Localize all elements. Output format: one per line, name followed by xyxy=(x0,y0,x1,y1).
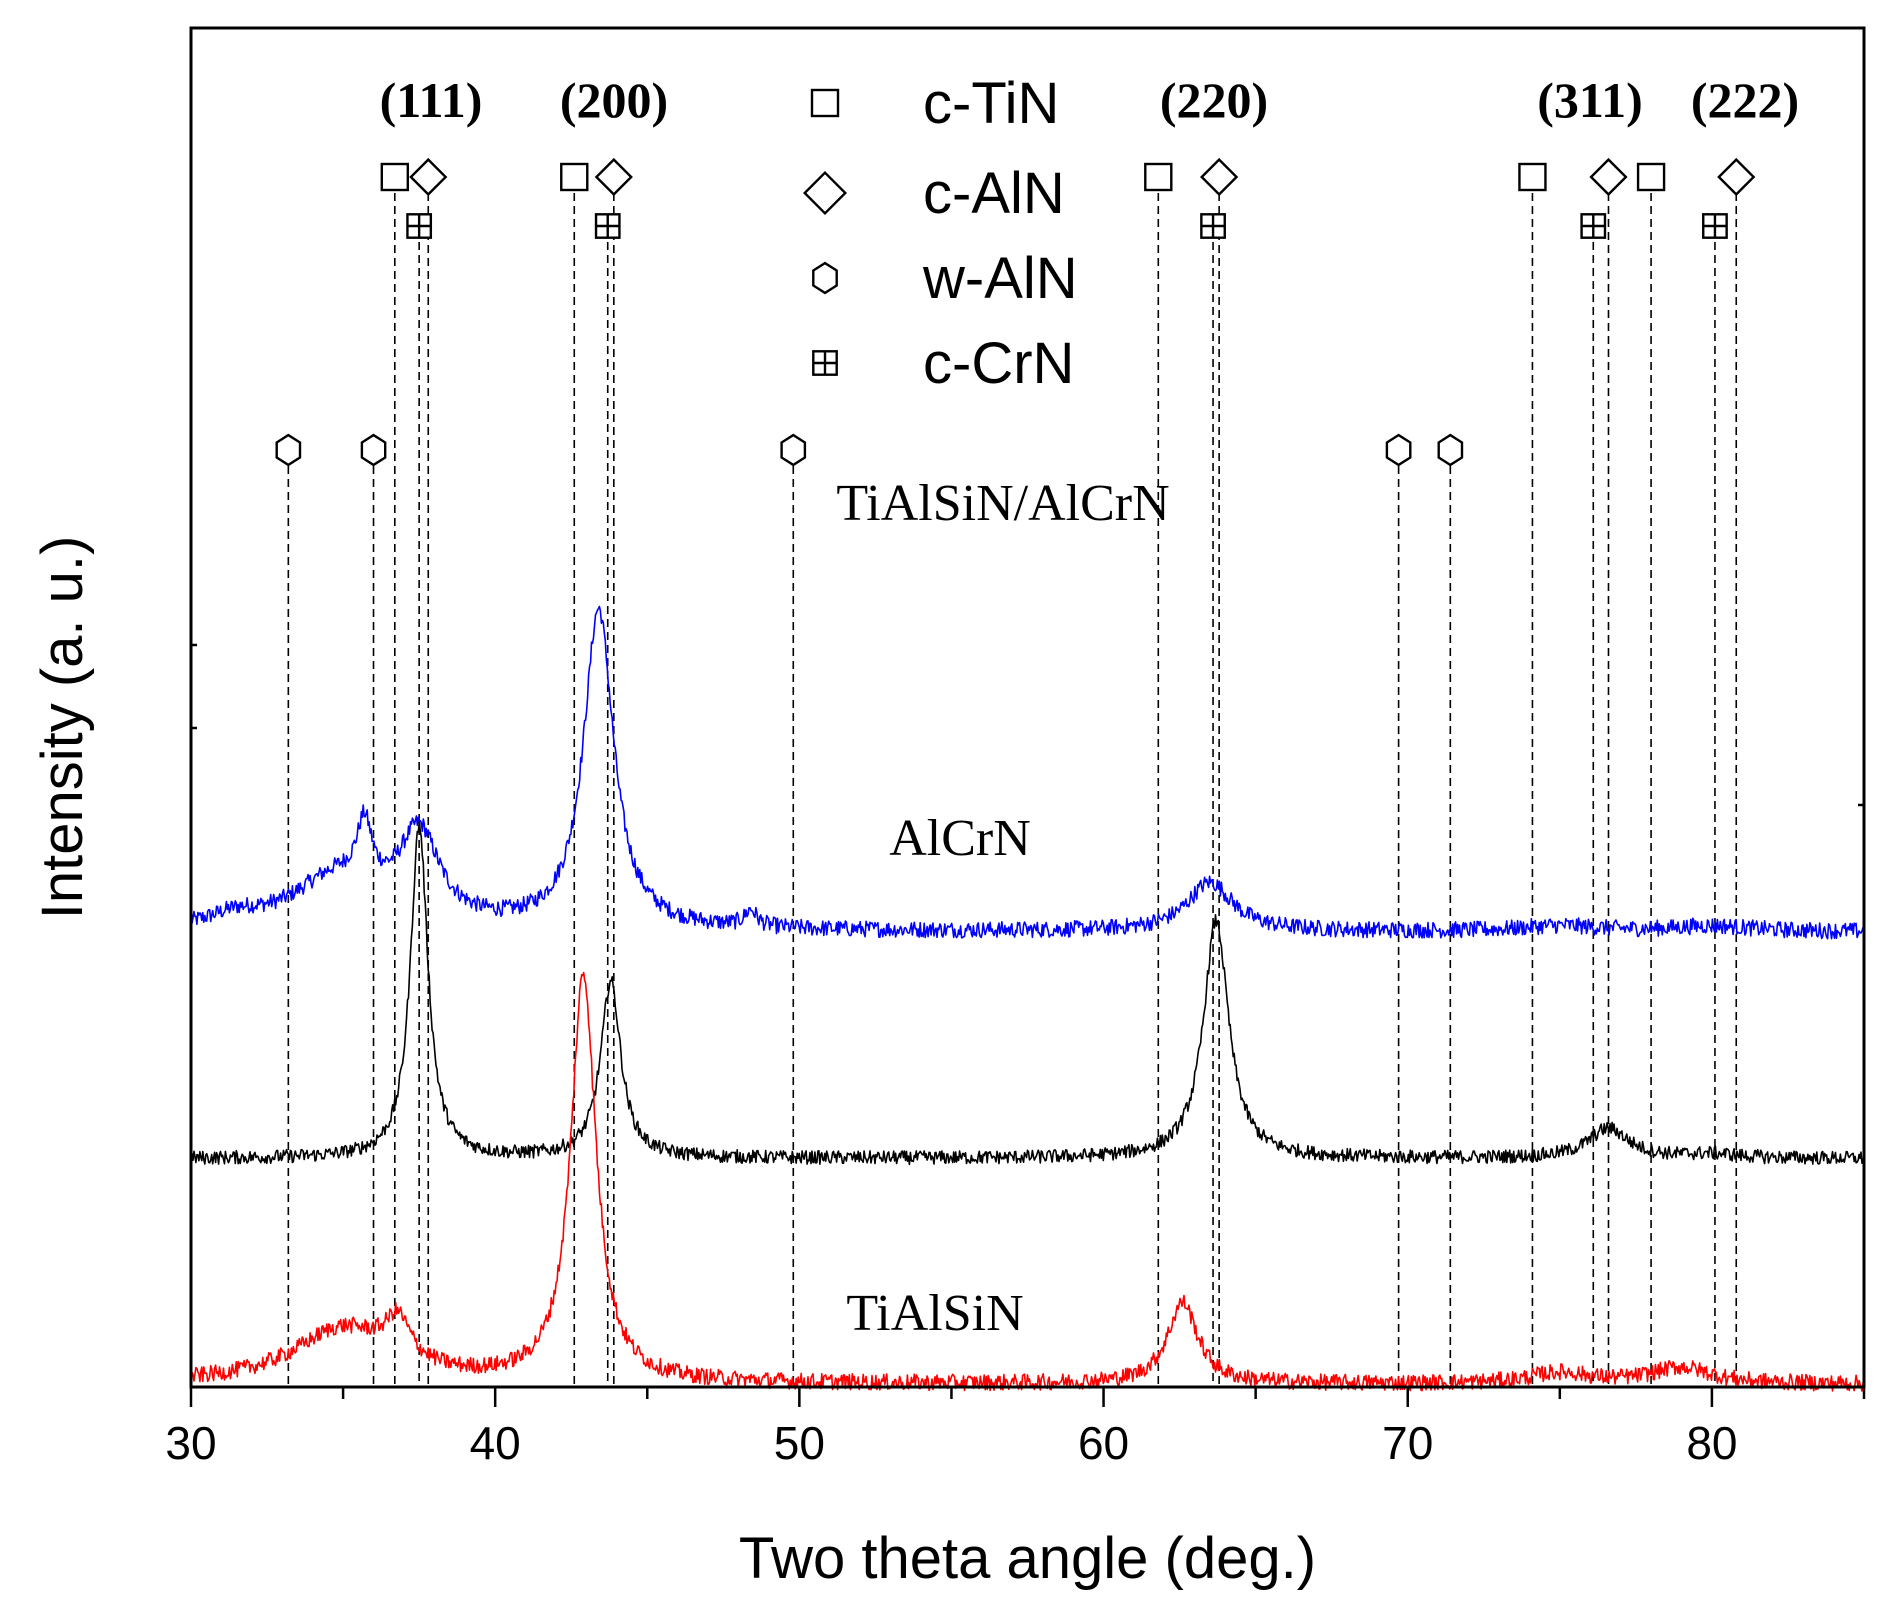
hexagon-marker xyxy=(780,433,807,467)
plane-label: (220) xyxy=(1160,72,1268,128)
square-marker xyxy=(380,162,410,192)
square-crossed-marker xyxy=(406,213,433,239)
hexagon-marker xyxy=(360,433,387,467)
x-tick-label: 80 xyxy=(1686,1417,1737,1469)
square-crossed-marker xyxy=(812,350,838,376)
diamond-marker xyxy=(1200,157,1239,197)
diamond-marker xyxy=(803,171,847,215)
plane-label: (222) xyxy=(1691,72,1799,128)
legend-label: c-CrN xyxy=(923,331,1074,396)
diamond-marker xyxy=(409,157,448,197)
y-axis-title: Intensity (a. u.) xyxy=(30,536,95,920)
diamond-marker xyxy=(1717,157,1756,197)
square-marker xyxy=(810,88,840,118)
x-tick-label: 50 xyxy=(774,1417,825,1469)
trace-tialsin-alcrn xyxy=(190,605,1865,940)
plane-label: (200) xyxy=(560,72,668,128)
trace-tialsin xyxy=(190,971,1865,1392)
square-crossed-marker xyxy=(1702,213,1728,239)
legend-label: c-TiN xyxy=(923,71,1059,136)
annotation-labels: TiAlSiN/AlCrN AlCrN TiAlSiN (111) (200) (220)… xyxy=(380,72,1800,1342)
x-tick-label: 30 xyxy=(165,1417,216,1469)
square-crossed-marker xyxy=(1200,213,1226,239)
diamond-marker xyxy=(594,157,633,197)
legend-label: c-AlN xyxy=(923,161,1065,226)
plot-border xyxy=(189,26,1866,1389)
series-label: TiAlSiN xyxy=(846,1285,1023,1342)
plot-frame xyxy=(189,26,1866,1389)
x-tick-label: 40 xyxy=(470,1417,521,1469)
series-label: TiAlSiN/AlCrN xyxy=(836,475,1169,532)
plane-label: (311) xyxy=(1537,72,1643,128)
hexagon-marker xyxy=(1385,433,1412,467)
square-crossed-marker xyxy=(594,213,621,239)
hexagon-marker xyxy=(275,433,302,467)
x-axis-title: Two theta angle (deg.) xyxy=(739,1526,1316,1591)
reference-lines xyxy=(287,193,1738,1387)
phase-markers xyxy=(275,157,1756,467)
square-marker xyxy=(1636,162,1666,192)
legend: c-TiN c-AlN w-AlN c-CrN xyxy=(803,71,1078,396)
square-marker xyxy=(1518,162,1547,192)
data-traces xyxy=(190,605,1865,1392)
square-marker xyxy=(1144,162,1173,192)
trace-alcrn xyxy=(190,820,1865,1166)
series-label: AlCrN xyxy=(889,810,1031,867)
diamond-marker xyxy=(1589,157,1628,197)
legend-label: w-AlN xyxy=(922,246,1078,311)
plane-label: (111) xyxy=(380,72,483,128)
square-crossed-marker xyxy=(1580,213,1607,239)
hexagon-marker xyxy=(1437,433,1464,467)
hexagon-marker xyxy=(812,261,838,295)
square-marker xyxy=(560,162,589,192)
x-tick-label: 60 xyxy=(1078,1417,1129,1469)
x-tick-label: 70 xyxy=(1382,1417,1433,1469)
x-axis-ticks: 30 40 50 60 70 80 xyxy=(165,1387,1866,1469)
